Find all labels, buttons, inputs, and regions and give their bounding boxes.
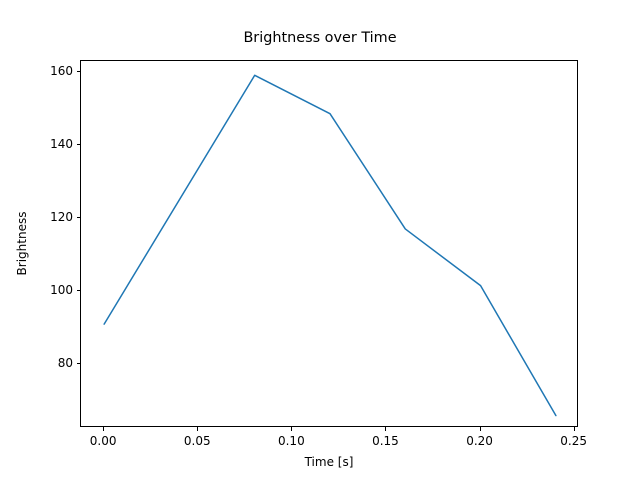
page-title: Brightness over Time bbox=[243, 30, 397, 46]
y-tick-mark bbox=[76, 143, 80, 145]
y-tick-label: 80 bbox=[57, 356, 73, 371]
brightness-series-line bbox=[103, 74, 557, 417]
x-axis-label: Time [s] bbox=[304, 455, 354, 469]
y-axis-label: Brightness bbox=[15, 211, 29, 276]
y-tick-label: 120 bbox=[50, 209, 73, 224]
x-tick-mark bbox=[573, 427, 575, 431]
x-tick-label: 0.20 bbox=[466, 434, 493, 448]
x-tick-label: 0.25 bbox=[560, 434, 588, 448]
x-tick-mark bbox=[479, 427, 481, 431]
x-tick-mark bbox=[197, 427, 199, 431]
x-tick-label: 0.05 bbox=[183, 434, 211, 448]
y-tick-mark bbox=[76, 216, 80, 218]
x-tick-label: 0.00 bbox=[89, 434, 117, 448]
x-tick-mark bbox=[103, 427, 105, 431]
y-tick-label: 160 bbox=[50, 63, 73, 78]
y-tick-label: 140 bbox=[50, 136, 73, 151]
x-tick-mark bbox=[385, 427, 387, 431]
line-plot bbox=[103, 74, 557, 417]
x-tick-label: 0.15 bbox=[372, 434, 399, 448]
plot-axes-frame bbox=[80, 60, 578, 427]
y-tick-mark bbox=[76, 363, 80, 365]
y-tick-mark bbox=[76, 70, 80, 72]
y-tick-label: 100 bbox=[50, 283, 73, 298]
x-tick-label: 0.10 bbox=[277, 434, 305, 448]
x-tick-mark bbox=[291, 427, 293, 431]
y-tick-mark bbox=[76, 290, 80, 292]
